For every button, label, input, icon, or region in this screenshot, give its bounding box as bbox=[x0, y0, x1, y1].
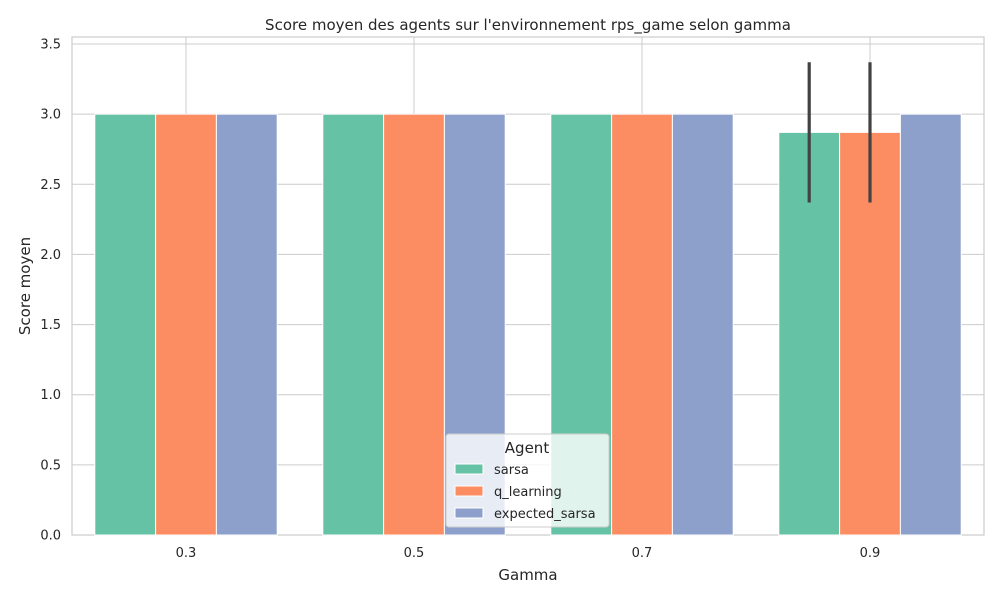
legend-swatch-expected_sarsa bbox=[454, 507, 484, 519]
legend: Agent sarsa q_learning expected_sarsa bbox=[445, 433, 610, 528]
y-tick-labels: 0.0 0.5 1.0 1.5 2.0 2.5 3.0 3.5 bbox=[40, 38, 61, 544]
error-bars bbox=[807, 62, 872, 203]
bar-sarsa-0.5 bbox=[322, 113, 385, 536]
y-axis-label: Score moyen bbox=[16, 237, 34, 335]
bar-q_learning-0.3 bbox=[155, 113, 217, 536]
y-tick-label: 2.5 bbox=[40, 178, 61, 193]
legend-items: sarsa q_learning expected_sarsa bbox=[454, 463, 596, 522]
y-tick-label: 0.0 bbox=[40, 529, 61, 544]
x-tick-label: 0.3 bbox=[176, 546, 197, 561]
bar-q_learning-0.7 bbox=[611, 113, 673, 536]
y-tick-label: 0.5 bbox=[40, 458, 61, 473]
legend-swatch-sarsa bbox=[454, 463, 484, 475]
legend-label-q_learning: q_learning bbox=[494, 485, 562, 500]
x-axis-label: Gamma bbox=[498, 566, 557, 584]
bar-expected_sarsa-0.7 bbox=[671, 113, 734, 536]
bar-q_learning-0.5 bbox=[383, 113, 445, 536]
x-tick-label: 0.5 bbox=[404, 546, 425, 561]
y-tick-label: 1.5 bbox=[40, 318, 61, 333]
legend-label-sarsa: sarsa bbox=[494, 463, 529, 478]
legend-label-expected_sarsa: expected_sarsa bbox=[494, 507, 596, 522]
bar-expected_sarsa-0.9 bbox=[899, 113, 962, 536]
x-tick-label: 0.9 bbox=[860, 546, 881, 561]
y-tick-label: 3.5 bbox=[40, 38, 61, 53]
x-tick-label: 0.7 bbox=[632, 546, 653, 561]
y-tick-label: 3.0 bbox=[40, 108, 61, 123]
bar-sarsa-0.3 bbox=[94, 113, 157, 536]
chart-title: Score moyen des agents sur l'environneme… bbox=[265, 16, 791, 35]
x-tick-labels: 0.3 0.5 0.7 0.9 bbox=[176, 546, 881, 561]
legend-swatch-q_learning bbox=[454, 485, 484, 497]
y-tick-label: 2.0 bbox=[40, 248, 61, 263]
bar-expected_sarsa-0.3 bbox=[215, 113, 278, 536]
y-tick-label: 1.0 bbox=[40, 388, 61, 403]
legend-box bbox=[445, 433, 610, 528]
legend-title: Agent bbox=[505, 439, 550, 457]
